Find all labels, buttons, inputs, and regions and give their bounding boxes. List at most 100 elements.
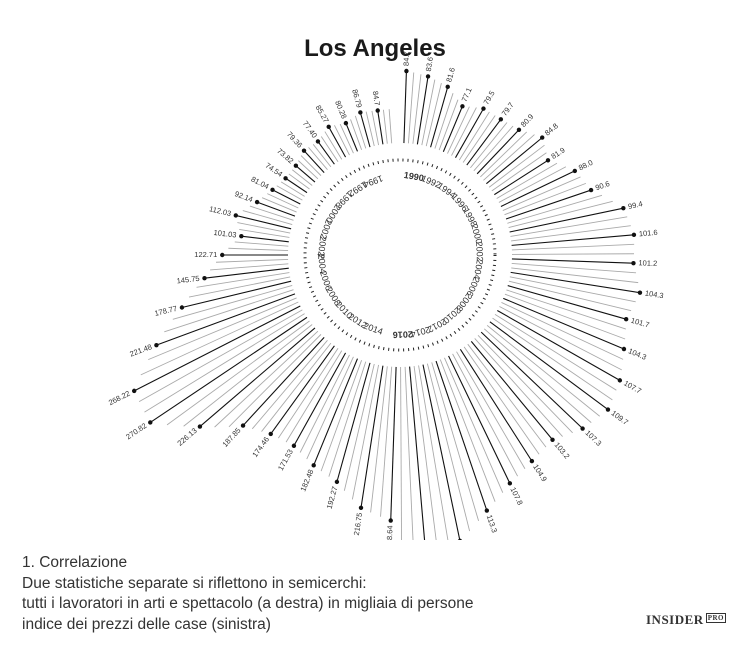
- data-bar: [328, 126, 347, 158]
- data-bar: [234, 241, 289, 247]
- data-bar: [439, 359, 496, 502]
- data-bar: [480, 331, 583, 429]
- ring-year-label: 2016: [393, 329, 413, 340]
- data-bar: [359, 112, 371, 148]
- ring-year-label: 2002: [474, 241, 485, 261]
- bar-end-dot: [631, 260, 636, 266]
- value-label: 103.2: [553, 440, 572, 460]
- data-bar: [404, 366, 414, 540]
- bar-end-dot: [202, 276, 207, 281]
- data-bar: [241, 235, 289, 243]
- value-label: 174.46: [250, 435, 271, 459]
- value-label: 187.85: [220, 426, 242, 449]
- bar-end-dot: [358, 110, 363, 115]
- data-bar: [509, 207, 624, 233]
- data-bar: [270, 345, 335, 435]
- data-bar: [511, 258, 634, 264]
- value-label: 83.6: [424, 56, 435, 72]
- data-bar: [425, 83, 442, 147]
- data-bar: [438, 99, 459, 151]
- data-bar: [509, 276, 636, 303]
- data-bar: [458, 111, 490, 161]
- data-bar: [256, 201, 296, 217]
- value-label: 77.40: [301, 119, 319, 139]
- ring-year-label: 2002: [316, 236, 328, 257]
- bar-end-dot: [545, 158, 551, 163]
- bar-end-dot: [239, 233, 244, 239]
- data-bar: [462, 115, 496, 163]
- caption-heading: 1. Correlazione: [22, 554, 128, 571]
- caption-line: indice dei prezzi delle case (sinistra): [22, 615, 271, 633]
- data-bar: [467, 343, 547, 448]
- bar-end-dot: [637, 290, 643, 295]
- bar-end-dot: [254, 199, 260, 205]
- data-bar: [413, 366, 437, 540]
- value-label: 104.9: [531, 463, 549, 484]
- data-bar: [210, 263, 289, 271]
- data-bar: [249, 205, 294, 221]
- value-label: 88.0: [577, 158, 594, 172]
- data-bar: [510, 216, 628, 237]
- data-bar: [312, 144, 332, 168]
- bar-end-dot: [148, 420, 153, 425]
- bar-end-dot: [270, 187, 275, 193]
- data-bar: [351, 364, 380, 500]
- data-bar: [370, 366, 388, 513]
- data-bar: [451, 107, 477, 156]
- data-bar: [235, 214, 292, 230]
- data-bar: [507, 285, 627, 320]
- value-label: 104.3: [627, 346, 648, 362]
- value-label: 171.53: [276, 448, 295, 472]
- data-bar: [350, 119, 363, 150]
- bar-end-dot: [154, 342, 159, 348]
- data-bar: [214, 330, 319, 428]
- value-label: 178.77: [154, 304, 178, 318]
- bar-end-dot: [621, 205, 626, 211]
- bar-end-dot: [311, 463, 316, 468]
- data-bar: [336, 362, 371, 483]
- data-bar: [299, 354, 350, 453]
- ring-year-label: 2004: [316, 253, 328, 274]
- value-label: 90.6: [594, 179, 611, 192]
- data-bar: [494, 313, 617, 391]
- data-bar: [261, 342, 332, 432]
- ring-year-label: 2014: [410, 325, 432, 340]
- value-label: 107.3: [583, 428, 603, 447]
- bar-end-dot: [293, 163, 299, 168]
- data-bar: [239, 229, 290, 238]
- data-bar: [242, 337, 325, 426]
- value-label: 107.8: [508, 486, 524, 507]
- data-bar: [188, 276, 291, 298]
- data-bar: [149, 316, 308, 423]
- data-bar: [148, 297, 297, 361]
- data-bar: [403, 70, 407, 144]
- data-bar: [448, 355, 511, 484]
- bar-end-dot: [445, 84, 450, 90]
- data-bar: [280, 181, 305, 197]
- data-bar: [498, 166, 567, 203]
- brand-suffix: PRO: [705, 613, 726, 623]
- data-bar: [496, 162, 558, 199]
- value-label: 101.2: [638, 258, 657, 268]
- data-bar: [388, 109, 393, 144]
- value-label: 192.27: [325, 485, 340, 510]
- chart-title: Los Angeles: [304, 35, 446, 62]
- data-bar: [237, 222, 291, 234]
- data-bar: [416, 76, 429, 145]
- data-bar: [313, 358, 358, 466]
- data-bar: [452, 353, 518, 477]
- data-bar: [328, 361, 367, 477]
- data-bar: [164, 289, 294, 333]
- value-label: 85.27: [314, 104, 331, 125]
- data-bar: [204, 267, 289, 279]
- data-bar: [510, 271, 641, 294]
- value-label: 74.54: [264, 161, 285, 179]
- bar-end-dot: [425, 74, 431, 79]
- bar-end-dot: [315, 139, 321, 144]
- value-label: 216.75: [352, 512, 364, 536]
- bar-end-dot: [326, 124, 331, 130]
- data-bar: [360, 365, 384, 508]
- data-bar: [500, 170, 576, 207]
- bar-end-dot: [268, 431, 273, 437]
- value-label: 79.7: [500, 101, 516, 118]
